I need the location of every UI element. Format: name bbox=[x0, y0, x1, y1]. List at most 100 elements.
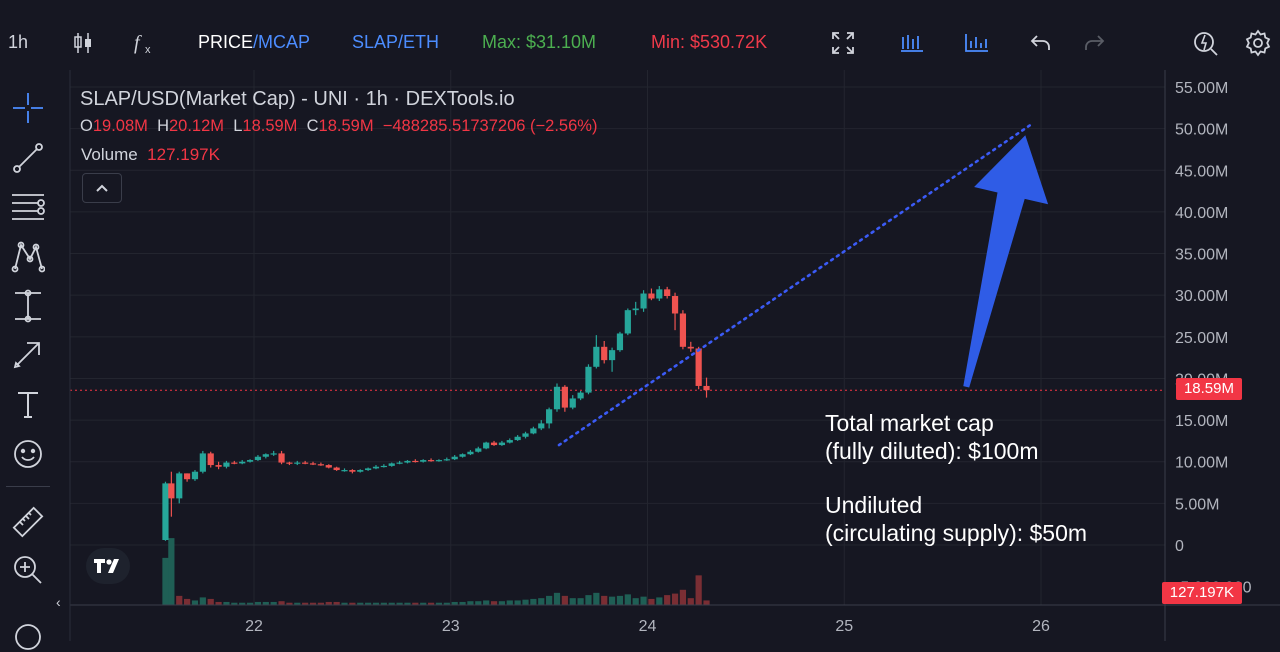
bar-chart-icon[interactable] bbox=[962, 28, 992, 58]
text-tool-icon[interactable] bbox=[10, 386, 46, 422]
volume-bar bbox=[270, 601, 277, 605]
crosshair-icon[interactable] bbox=[10, 90, 46, 126]
y-tick-label: 5.00M bbox=[1175, 496, 1219, 513]
candle-body bbox=[435, 460, 443, 462]
candle-body bbox=[223, 462, 230, 467]
change-value: −488285.51737206 (−2.56%) bbox=[382, 117, 598, 135]
brush-arrow-icon[interactable] bbox=[10, 336, 46, 372]
interval-selector[interactable]: 1h bbox=[8, 32, 29, 52]
volume-bar bbox=[427, 602, 435, 605]
y-tick-label: 45.00M bbox=[1175, 163, 1228, 180]
candle-body bbox=[538, 423, 545, 429]
volume-bar bbox=[577, 598, 584, 605]
volume-bar bbox=[506, 600, 513, 605]
candle-body bbox=[608, 350, 616, 361]
volume-bar bbox=[396, 602, 403, 605]
y-tick-label: 0 bbox=[1175, 538, 1184, 555]
pair-selector[interactable]: SLAP/ETH bbox=[352, 32, 440, 52]
volume-bar bbox=[475, 601, 482, 605]
annotation-fdv-line1: Total market cap bbox=[825, 410, 994, 436]
volume-bar bbox=[522, 599, 529, 605]
candle-body bbox=[191, 471, 199, 480]
candle-body bbox=[671, 296, 679, 314]
candle-body bbox=[199, 453, 206, 472]
y-tick-label: 55.00M bbox=[1175, 80, 1228, 97]
fullscreen-icon[interactable] bbox=[828, 28, 858, 58]
candle-body bbox=[302, 462, 309, 464]
volume-bar bbox=[608, 596, 616, 605]
volume-bar bbox=[679, 589, 687, 605]
emoji-icon[interactable] bbox=[10, 436, 46, 472]
last-price-tag: 18.59M bbox=[1175, 378, 1242, 400]
candles-icon[interactable] bbox=[68, 28, 98, 58]
candle-body bbox=[184, 473, 191, 480]
tradingview-logo[interactable] bbox=[86, 548, 130, 584]
redo-icon[interactable] bbox=[1079, 28, 1109, 58]
candle-body bbox=[490, 442, 498, 446]
volume-bar bbox=[585, 595, 592, 605]
volume-bar bbox=[530, 598, 537, 605]
candle-body bbox=[294, 462, 301, 464]
candle-body bbox=[687, 346, 694, 349]
collapse-legend-button[interactable] bbox=[82, 173, 122, 203]
pattern-tool-icon[interactable] bbox=[10, 238, 46, 274]
price-mcap-toggle[interactable]: PRICE/MCAP bbox=[198, 32, 310, 53]
open-value: 19.08M bbox=[92, 117, 148, 135]
volume-bar bbox=[514, 600, 521, 605]
candle-body bbox=[325, 465, 332, 468]
candle-body bbox=[648, 293, 655, 299]
x-tick-label: 22 bbox=[245, 618, 263, 635]
annotation-circ-line1: Undiluted bbox=[825, 492, 923, 518]
candle-body bbox=[585, 366, 592, 393]
quick-search-icon[interactable] bbox=[1190, 28, 1220, 58]
volume-bar bbox=[640, 596, 647, 605]
price-toggle-label: PRICE bbox=[198, 32, 254, 52]
svg-text:f: f bbox=[134, 32, 142, 54]
settings-gear-icon[interactable] bbox=[1243, 28, 1273, 58]
candle-body bbox=[483, 442, 490, 449]
low-key: L bbox=[233, 117, 243, 135]
volume-bar bbox=[546, 595, 553, 605]
candle-body bbox=[443, 459, 450, 461]
volume-bar bbox=[451, 601, 458, 605]
measure-range-icon[interactable] bbox=[10, 288, 46, 324]
y-tick-label: 25.00M bbox=[1175, 330, 1228, 347]
candle-body bbox=[388, 463, 395, 466]
scroll-left-icon[interactable]: ‹ bbox=[56, 594, 61, 610]
volume-bar bbox=[703, 600, 710, 605]
volume-bar bbox=[309, 602, 317, 605]
volume-bar bbox=[490, 601, 498, 605]
depth-chart-icon[interactable] bbox=[897, 28, 927, 58]
zoom-in-icon[interactable] bbox=[10, 552, 46, 588]
candle-body bbox=[467, 451, 474, 455]
candle-body bbox=[530, 428, 537, 434]
annotation-circ-line2: (circulating supply): $50m bbox=[825, 520, 1088, 546]
open-key: O bbox=[80, 117, 93, 135]
candle-body bbox=[412, 460, 419, 463]
volume-bar bbox=[231, 602, 238, 605]
volume-bar bbox=[380, 602, 387, 605]
ruler-icon[interactable] bbox=[10, 504, 46, 540]
candle-body bbox=[278, 453, 285, 463]
x-tick-label: 25 bbox=[835, 618, 853, 635]
candle-body bbox=[215, 465, 222, 467]
volume-bar bbox=[467, 601, 474, 605]
trend-line-tool-icon[interactable] bbox=[10, 140, 46, 176]
volume-bar bbox=[168, 538, 175, 605]
candle-body bbox=[601, 346, 608, 361]
volume-bar bbox=[325, 601, 332, 605]
y-tick-label: 40.00M bbox=[1175, 205, 1228, 222]
volume-bar bbox=[262, 601, 269, 605]
fib-retracement-icon[interactable] bbox=[10, 188, 46, 224]
volume-bar bbox=[483, 600, 490, 605]
chart-legend-title: SLAP/USD(Market Cap) - UNI · 1h · DEXToo… bbox=[80, 88, 515, 110]
dotted-trend-line[interactable] bbox=[557, 123, 1033, 447]
candle-body bbox=[365, 468, 372, 471]
x-tick-label: 24 bbox=[639, 618, 657, 635]
undo-icon[interactable] bbox=[1026, 28, 1056, 58]
candle-body bbox=[396, 462, 403, 464]
volume-bar bbox=[664, 595, 671, 605]
volume-bar bbox=[239, 602, 246, 605]
